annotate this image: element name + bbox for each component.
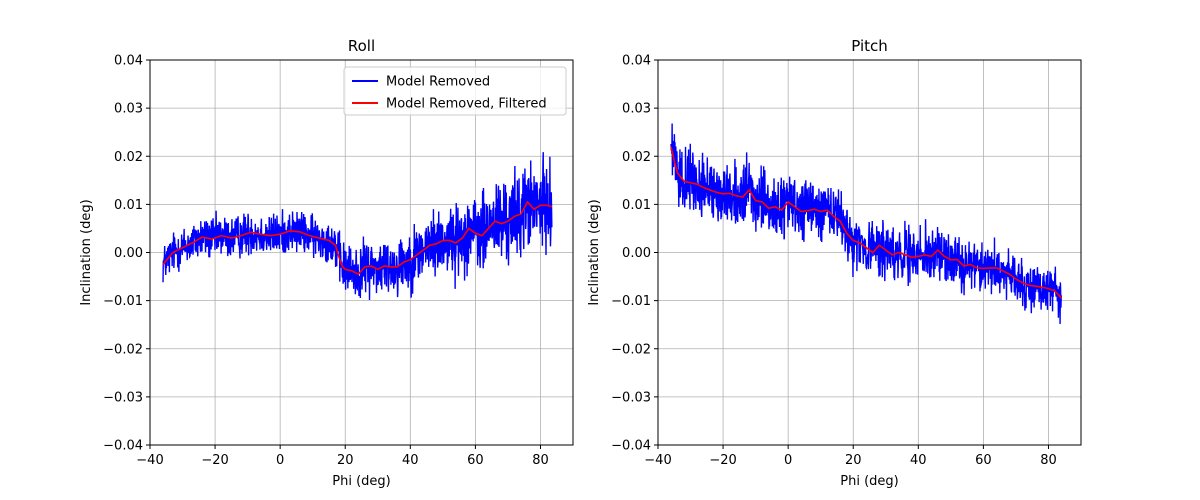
y-tick-label: 0.03 xyxy=(114,102,143,117)
x-tick-label: 20 xyxy=(845,453,862,468)
legend-label-model-removed: Model Removed xyxy=(386,75,490,90)
x-tick-label: 20 xyxy=(337,453,354,468)
roll-subplot: −40 −20 0 20 40 60 80 −0.04 −0.03 −0.02 −0.01 0.00… xyxy=(79,37,574,489)
y-tick-label: 0.02 xyxy=(622,150,651,165)
y-tick-label: 0.00 xyxy=(622,246,651,261)
x-tick-label: 60 xyxy=(467,453,484,468)
y-tick-label: −0.04 xyxy=(103,439,143,454)
series-model-removed xyxy=(670,123,1063,324)
y-tick-label: 0.02 xyxy=(114,150,143,165)
pitch-subplot: −40 −20 0 20 40 60 80 −0.04 −0.03 −0.02 −0.01 0.00… xyxy=(587,37,1082,489)
x-tick-label: −20 xyxy=(201,453,228,468)
y-tick-label: −0.02 xyxy=(103,342,143,357)
pitch-x-axis-label: Phi (deg) xyxy=(840,474,898,489)
y-tick-label: 0.01 xyxy=(622,198,651,213)
roll-y-axis-label: Inclination (deg) xyxy=(79,199,94,305)
x-tick-label: 40 xyxy=(910,453,927,468)
x-tick-label: 80 xyxy=(532,453,549,468)
roll-y-ticks: −0.04 −0.03 −0.02 −0.01 0.00 0.01 0.02 0.03 0.04 xyxy=(103,54,150,454)
y-tick-label: 0.00 xyxy=(114,246,143,261)
y-tick-label: −0.03 xyxy=(103,390,143,405)
pitch-title: Pitch xyxy=(851,37,888,55)
roll-legend: Model Removed Model Removed, Filtered xyxy=(343,66,567,116)
pitch-series-layer xyxy=(670,123,1063,324)
pitch-y-ticks: −0.04 −0.03 −0.02 −0.01 0.00 0.01 0.02 0.03 0.04 xyxy=(611,54,658,454)
y-tick-label: −0.02 xyxy=(611,342,651,357)
x-tick-label: 0 xyxy=(276,453,284,468)
legend-label-model-removed-filtered: Model Removed, Filtered xyxy=(386,97,547,112)
x-tick-label: −20 xyxy=(709,453,736,468)
roll-series-layer xyxy=(162,152,553,300)
roll-x-axis-label: Phi (deg) xyxy=(332,474,390,489)
y-tick-label: −0.01 xyxy=(611,294,651,309)
x-tick-label: 60 xyxy=(975,453,992,468)
pitch-y-axis-label: Inclination (deg) xyxy=(587,199,602,305)
y-tick-label: −0.03 xyxy=(611,390,651,405)
series-model-removed-filtered xyxy=(670,146,1063,299)
series-model-removed-filtered xyxy=(162,200,553,276)
x-tick-label: 80 xyxy=(1040,453,1057,468)
x-tick-label: −40 xyxy=(136,453,163,468)
x-tick-label: 40 xyxy=(402,453,419,468)
y-tick-label: 0.03 xyxy=(622,102,651,117)
x-tick-label: −40 xyxy=(644,453,671,468)
pitch-x-ticks: −40 −20 0 20 40 60 80 xyxy=(644,445,1057,468)
series-model-removed xyxy=(162,152,553,300)
legend-box xyxy=(343,66,567,116)
y-tick-label: 0.04 xyxy=(114,54,143,69)
y-tick-label: 0.01 xyxy=(114,198,143,213)
y-tick-label: −0.04 xyxy=(611,439,651,454)
roll-title: Roll xyxy=(348,37,375,55)
x-tick-label: 0 xyxy=(784,453,792,468)
roll-x-ticks: −40 −20 0 20 40 60 80 xyxy=(136,445,549,468)
y-tick-label: −0.01 xyxy=(103,294,143,309)
y-tick-label: 0.04 xyxy=(622,54,651,69)
